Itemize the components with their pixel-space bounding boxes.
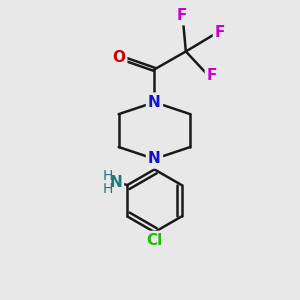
Text: N: N	[148, 152, 161, 166]
Text: N: N	[148, 95, 161, 110]
Text: H: H	[103, 182, 113, 196]
Text: F: F	[207, 68, 217, 83]
Text: O: O	[112, 50, 125, 65]
Text: Cl: Cl	[146, 233, 163, 248]
Text: F: F	[215, 25, 225, 40]
Text: H: H	[103, 169, 113, 183]
Text: N: N	[110, 175, 123, 190]
Text: F: F	[176, 8, 187, 23]
